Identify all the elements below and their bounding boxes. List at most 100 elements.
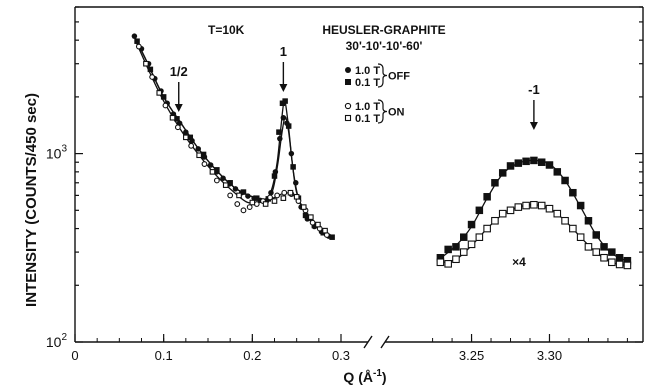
data-point-open-square xyxy=(444,260,452,268)
data-point-open-square xyxy=(209,169,216,175)
data-point-open-circle xyxy=(240,207,247,214)
temperature-label: T=10K xyxy=(208,23,245,37)
data-point-open-square xyxy=(475,233,484,241)
data-point-filled-square xyxy=(329,234,335,240)
data-point-open-square xyxy=(452,255,460,264)
data-point-filled-square xyxy=(302,212,309,219)
data-point-filled-square xyxy=(530,156,538,165)
data-point-open-square xyxy=(249,199,256,206)
data-point-open-square xyxy=(491,216,499,225)
data-point-filled-circle xyxy=(268,189,274,196)
data-point-filled-square xyxy=(576,201,585,210)
data-point-open-square xyxy=(584,243,593,251)
data-point-filled-square xyxy=(623,256,632,265)
peak-arrow-head xyxy=(279,84,288,92)
data-point-open-circle xyxy=(281,189,288,196)
data-point-filled-circle xyxy=(207,162,214,168)
y-tick-label-base: 10 xyxy=(46,334,62,350)
data-point-open-square xyxy=(344,114,352,122)
data-point-open-square xyxy=(615,260,624,269)
data-point-open-square xyxy=(522,201,530,210)
peak-arrow-head xyxy=(174,104,183,112)
axis-break-mark xyxy=(380,335,390,349)
data-point-filled-circle xyxy=(220,175,226,181)
data-point-open-square xyxy=(506,206,515,215)
data-point-filled-square xyxy=(285,123,292,129)
data-point-filled-circle xyxy=(195,146,201,152)
data-point-open-square xyxy=(236,192,242,199)
x-tick-label: 0 xyxy=(71,348,78,363)
data-point-open-square xyxy=(467,240,476,249)
x-tick-label: 0.1 xyxy=(155,348,173,363)
y-tick-label: 103 xyxy=(46,144,68,162)
data-point-open-square xyxy=(156,90,163,96)
peak-markers: 1/2 1 -1 xyxy=(170,44,540,130)
data-point-open-square xyxy=(315,221,321,228)
data-point-open-square xyxy=(322,227,328,234)
data-point-open-square xyxy=(308,214,314,220)
data-point-filled-square xyxy=(522,157,530,166)
data-point-filled-square xyxy=(537,158,546,166)
data-point-filled-square xyxy=(271,173,278,179)
data-point-filled-square xyxy=(174,116,180,122)
data-point-filled-square xyxy=(134,38,140,44)
y-axis-label: INTENSITY (COUNTS/450 sec) xyxy=(23,93,40,307)
x-axis-label: Q (Å-1) xyxy=(343,368,386,385)
data-point-filled-square xyxy=(290,164,296,170)
data-point-filled-square xyxy=(452,243,460,251)
data-point-open-square xyxy=(262,201,269,207)
x-axis-label-sup: -1 xyxy=(373,368,382,379)
data-point-open-circle xyxy=(135,43,142,50)
data-point-filled-square xyxy=(491,179,499,187)
peak-arrow-head xyxy=(529,122,538,130)
peak-label: -1 xyxy=(528,82,540,97)
data-point-open-square xyxy=(623,261,632,270)
x-axis-label-close: ) xyxy=(382,369,387,385)
data-point-open-circle xyxy=(227,192,234,199)
data-point-filled-square xyxy=(483,193,491,201)
data-point-open-circle xyxy=(174,124,181,131)
data-point-filled-circle xyxy=(183,129,189,135)
data-point-filled-circle xyxy=(245,193,251,199)
legend-entry-label: 0.1 T xyxy=(355,113,380,125)
x-tick-label: 0.3 xyxy=(332,348,350,363)
y-tick-label-base: 10 xyxy=(46,146,62,162)
legend-brace xyxy=(377,63,388,88)
plot-frame xyxy=(74,6,644,349)
data-point-open-square xyxy=(576,233,585,241)
data-point-open-circle xyxy=(246,204,253,211)
legend-entry-label: 1.0 T xyxy=(355,65,380,77)
y-tick-label-exp: 3 xyxy=(61,144,67,155)
data-point-filled-square xyxy=(569,188,577,197)
data-point-filled-square xyxy=(276,129,282,135)
data-point-filled-square xyxy=(214,167,220,173)
data-point-open-square xyxy=(169,114,176,121)
legend-entry-label: 0.1 T xyxy=(355,77,380,89)
data-point-open-square xyxy=(293,193,300,200)
data-point-open-square xyxy=(545,204,554,213)
data-point-filled-square xyxy=(460,233,468,241)
data-point-open-circle xyxy=(344,102,352,110)
data-point-filled-circle xyxy=(288,150,295,157)
data-point-filled-square xyxy=(584,217,593,225)
data-point-open-square xyxy=(271,198,278,204)
x-axis-label-main: Q (Å xyxy=(343,369,373,385)
data-point-filled-square xyxy=(506,162,515,170)
x-tick-label: 3.25 xyxy=(459,348,484,363)
data-point-open-square xyxy=(530,200,538,209)
data-point-open-circle xyxy=(162,102,169,109)
data-point-open-square xyxy=(514,203,523,211)
peak-label: 1 xyxy=(280,44,287,59)
data-point-filled-square xyxy=(227,180,233,186)
data-point-filled-square xyxy=(436,254,445,262)
data-point-filled-circle xyxy=(131,33,138,39)
legend-state-label: OFF xyxy=(388,71,410,83)
data-point-filled-square xyxy=(444,245,452,254)
data-point-open-circle xyxy=(234,201,241,207)
data-point-open-square xyxy=(287,189,294,196)
chart-text: INTENSITY (COUNTS/450 sec) Q (Å-1) T=10K… xyxy=(23,23,526,385)
data-point-filled-square xyxy=(600,243,608,251)
